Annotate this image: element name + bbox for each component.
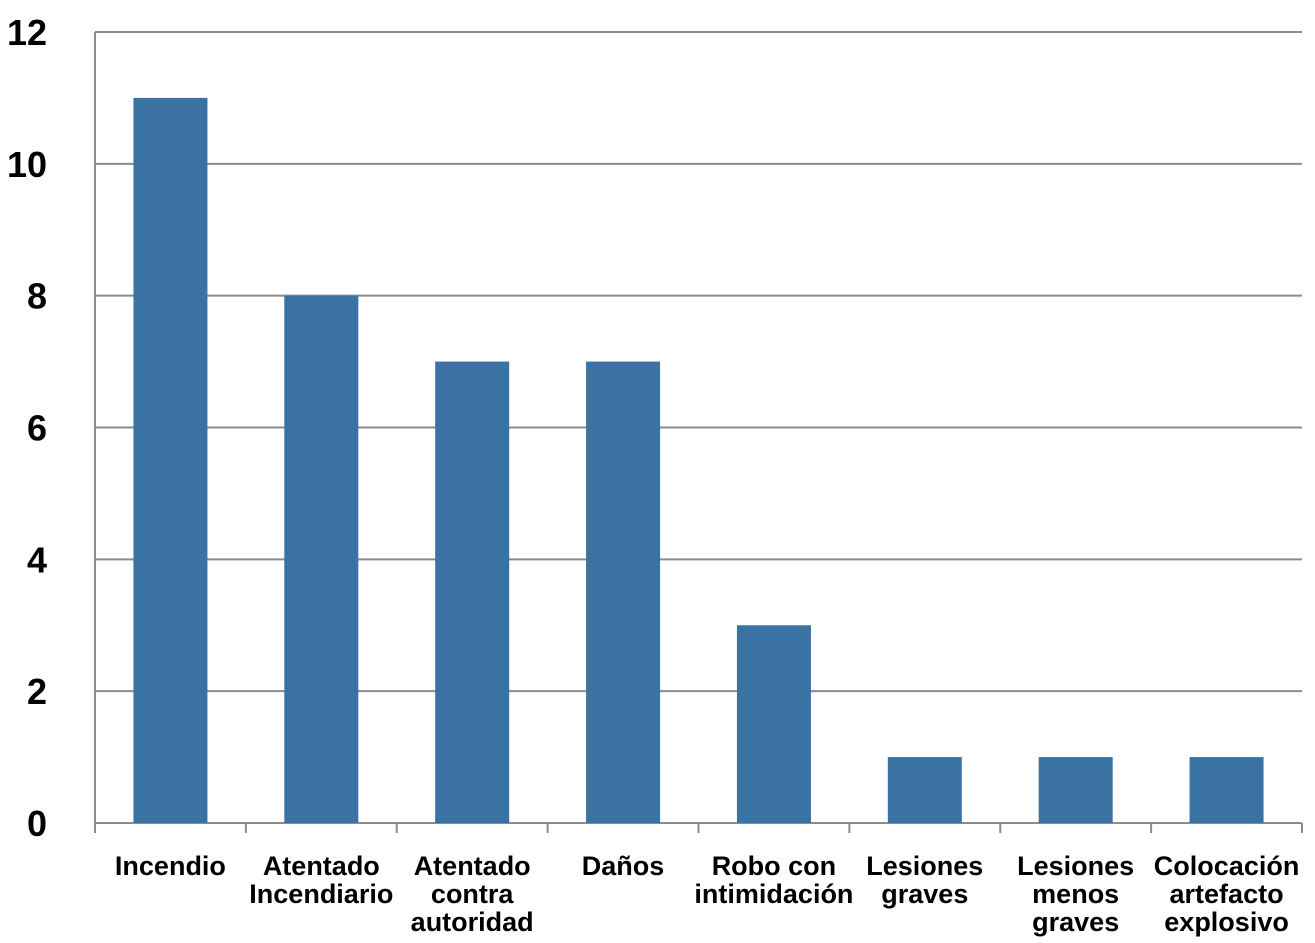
x-tick-label: Robo con intimidación [694,851,853,909]
y-tick-label: 8 [27,276,47,317]
gridlines [95,31,1302,693]
y-tick-label: 2 [27,671,47,712]
x-tick-label: Incendio [115,851,226,881]
x-tick-label-line: intimidación [694,879,853,909]
x-tick-label: Lesiones graves [866,851,983,909]
x-tick-label: Atentado contra autoridad [411,851,534,937]
x-tick-label-line: Incendiario [249,879,393,909]
x-tick-label-line: menos [1032,879,1119,909]
y-tick-label: 10 [7,144,47,185]
y-tick-label: 6 [27,408,47,449]
y-tick-label: 0 [27,803,47,844]
x-tick-label-line: explosivo [1164,907,1289,937]
x-tick-label-line: Incendio [115,851,226,881]
y-tick-label: 4 [27,539,47,580]
axes [94,32,1303,833]
x-tick-label-line: autoridad [411,907,534,937]
x-tick-label-line: contra [431,879,515,909]
x-tick-label-line: Lesiones [866,851,983,881]
x-tick-label-line: Atentado [414,851,531,881]
x-tick-label-line: Daños [582,851,665,881]
x-tick-label-line: Colocación [1154,851,1300,881]
x-tick-label-line: Lesiones [1017,851,1134,881]
x-tick-label-line: graves [881,879,968,909]
x-tick-label: Daños [582,851,665,881]
x-tick-label-line: Atentado [263,851,380,881]
bar [435,361,510,823]
bar [1189,757,1264,823]
bar [284,295,359,824]
bar [1038,757,1113,823]
bars [133,97,1264,824]
y-tick-label: 12 [7,12,47,53]
bar [133,97,208,823]
x-tick-label: Colocación artefacto explosivo [1154,851,1300,937]
y-axis-tick-labels: 0 2 4 6 8 10 12 [7,12,47,844]
x-tick-label-line: Robo con [712,851,836,881]
bar [887,757,962,823]
x-tick-label-line: artefacto [1170,879,1284,909]
x-tick-label-line: graves [1032,907,1119,937]
x-tick-label: Lesiones menos graves [1017,851,1134,937]
bar [586,361,661,823]
bar [736,625,811,823]
x-tick-label: Atentado Incendiario [249,851,393,909]
